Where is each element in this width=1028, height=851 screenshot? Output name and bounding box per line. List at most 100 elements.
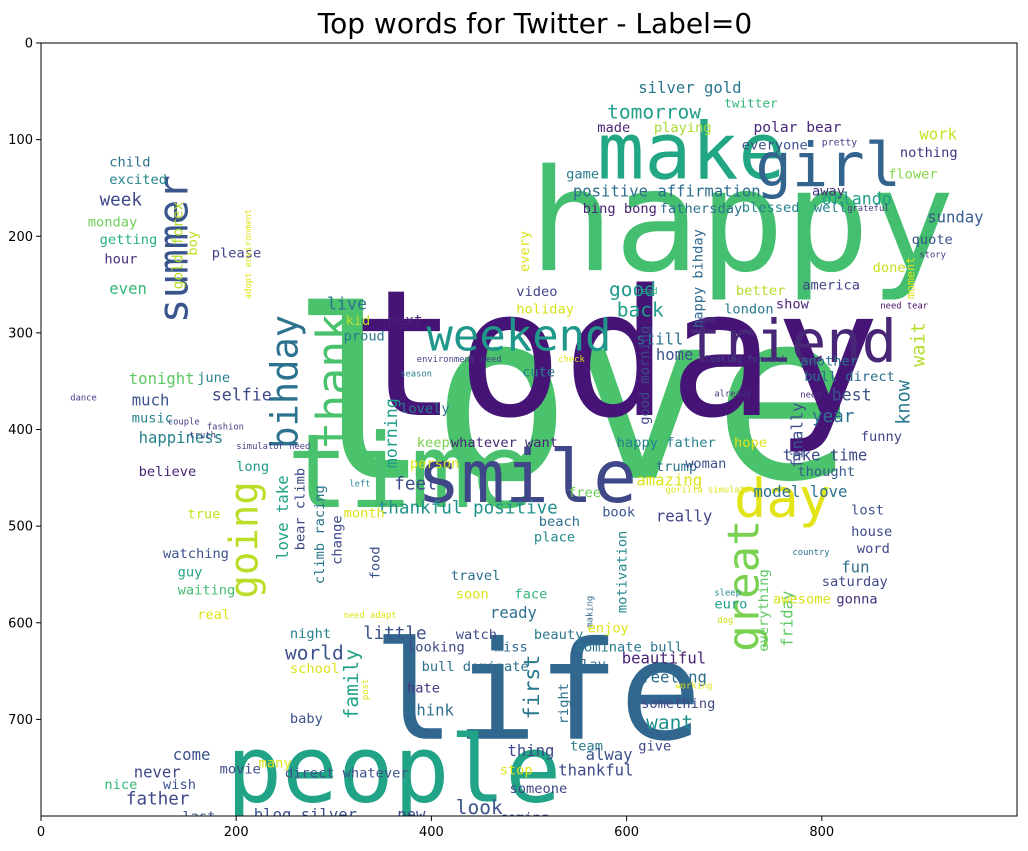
word-179: alway: [586, 746, 633, 764]
word-115: trump: [656, 459, 697, 475]
word-152: food: [368, 546, 384, 579]
y-tick-label-3: 300: [8, 326, 33, 341]
word-7: make: [597, 107, 785, 197]
word-55: gold forex: [170, 201, 187, 289]
word-145: guy: [178, 564, 203, 580]
x-tick-label-3: 600: [614, 825, 639, 840]
word-14: bihday: [264, 315, 307, 449]
word-187: wish: [163, 777, 196, 793]
word-62: proud: [344, 329, 385, 345]
word-140: fashion: [207, 423, 244, 433]
x-tick-label-4: 800: [809, 825, 834, 840]
word-78: done: [873, 260, 906, 276]
word-186: nice: [104, 777, 137, 793]
word-150: climb racing: [312, 485, 328, 584]
x-tick-label-0: 0: [37, 825, 45, 840]
word-100: euro: [714, 596, 747, 612]
word-35: positive affirmation: [573, 183, 761, 201]
word-81: bull direct: [804, 369, 895, 385]
word-103: making: [585, 596, 595, 628]
word-106: soon: [456, 587, 489, 603]
word-11: weekend: [427, 310, 612, 361]
word-5: people: [226, 716, 561, 824]
word-166: play: [573, 657, 606, 673]
word-26: twitter: [724, 96, 778, 111]
word-74: better: [736, 283, 785, 299]
word-169: post: [361, 679, 371, 700]
word-24: tomorrow: [607, 100, 701, 123]
y-tick-label-4: 400: [8, 423, 33, 438]
word-84: year: [812, 407, 854, 427]
word-50: monday: [88, 215, 137, 231]
word-12: summer: [149, 175, 197, 323]
word-134: happiness: [139, 429, 224, 447]
word-176: thing: [508, 742, 555, 760]
word-171: think: [407, 702, 455, 720]
word-143: adopt environment: [244, 209, 254, 299]
word-123: person: [410, 456, 459, 472]
word-160: looking: [407, 640, 465, 656]
word-188: father: [126, 789, 190, 809]
word-105: travel: [451, 568, 500, 584]
word-17: family: [340, 649, 363, 719]
word-59: live: [327, 295, 367, 314]
word-161: miss: [495, 640, 528, 656]
word-32: work: [919, 126, 957, 144]
y-tick-label-2: 200: [8, 230, 33, 245]
word-52: hour: [104, 251, 137, 267]
word-146: waiting: [178, 583, 236, 599]
word-170: hate: [407, 680, 440, 696]
word-114: gorilla simulator: [666, 485, 756, 495]
word-113: free: [568, 485, 601, 501]
word-183: direct whatever: [285, 765, 409, 781]
word-107: face: [514, 587, 547, 603]
word-124: feel: [394, 474, 436, 494]
word-15: thank: [306, 314, 359, 449]
word-40: orlando: [822, 189, 892, 208]
word-65: every: [517, 231, 533, 272]
word-104: motivation: [615, 531, 631, 613]
x-axis: 0 200 400 600 800: [37, 816, 834, 840]
word-180: baby: [290, 711, 323, 727]
word-19: morning: [382, 398, 401, 468]
word-139: simulator need: [236, 442, 310, 452]
word-96: saturday: [822, 574, 888, 590]
word-135: believe: [139, 464, 197, 480]
word-122: lovely: [400, 401, 449, 417]
word-149: bear climb: [293, 468, 309, 550]
word-172: right: [556, 683, 572, 724]
word-77: america: [802, 277, 860, 293]
word-125: thankful positive: [378, 499, 558, 519]
word-116: woman: [685, 456, 726, 472]
word-37: fathersday: [660, 201, 742, 217]
word-0: love: [290, 262, 854, 534]
word-112: amazing: [636, 472, 702, 490]
word-51: getting: [100, 232, 158, 248]
word-93: word: [857, 541, 890, 557]
word-151: change: [330, 515, 346, 564]
word-109: beach: [539, 514, 580, 530]
word-4: time: [287, 413, 534, 532]
word-64: holiday: [516, 302, 574, 318]
word-182: movie: [220, 762, 261, 778]
word-88: take time: [783, 446, 868, 464]
word-80: another: [800, 354, 858, 370]
word-42: well: [814, 200, 847, 216]
x-tick-label-2: 400: [419, 825, 444, 840]
word-108: place: [534, 530, 575, 546]
word-168: feeling: [641, 669, 707, 687]
word-142: dance: [70, 394, 96, 404]
word-68: still: [636, 331, 683, 349]
y-tick-label-1: 100: [8, 133, 33, 148]
word-27: polar bear: [754, 119, 842, 136]
word-54: boy: [185, 231, 201, 256]
word-181: many: [259, 756, 292, 772]
word-126: month: [344, 505, 385, 521]
word-129: selfie: [212, 386, 272, 405]
word-39: away: [812, 184, 845, 200]
word-10: day: [734, 467, 831, 530]
word-36: bing bong: [583, 201, 657, 217]
word-25: silver gold: [638, 79, 741, 97]
word-133: music: [132, 411, 173, 427]
